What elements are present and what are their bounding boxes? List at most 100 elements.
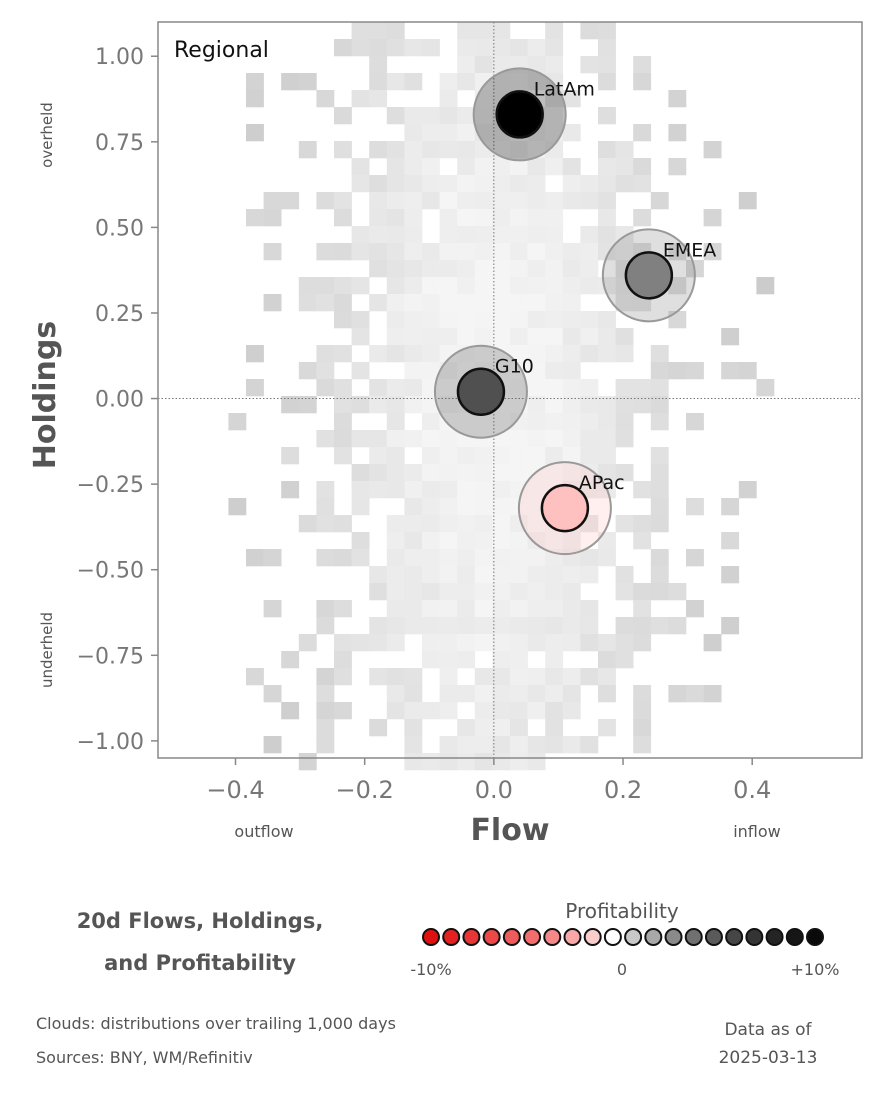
cloud-cell: [633, 73, 652, 91]
cloud-cell: [422, 515, 440, 533]
cloud-cell: [598, 634, 616, 652]
cloud-cell: [562, 430, 581, 448]
cloud-cell: [721, 617, 740, 635]
cloud-cell: [351, 396, 370, 414]
cloud-cell: [615, 294, 634, 312]
cloud-cell: [404, 73, 423, 91]
footer-as-of-date: 2025-03-13: [718, 1048, 818, 1068]
cloud-cell: [422, 702, 440, 720]
cloud-cell: [650, 515, 669, 533]
cloud-cell: [334, 39, 352, 57]
cloud-cell: [527, 362, 546, 380]
cloud-cell: [316, 515, 335, 533]
cloud-cell: [404, 192, 423, 210]
cloud-cell: [580, 617, 599, 635]
legend-tick-label: +10%: [791, 960, 840, 979]
cloud-cell: [263, 243, 282, 261]
cloud-cell: [316, 90, 335, 108]
cloud-cell: [686, 498, 704, 516]
cloud-cell: [422, 600, 440, 618]
cloud-cell: [386, 583, 405, 601]
cloud-cell: [510, 668, 528, 686]
cloud-cell: [580, 379, 599, 397]
cloud-cell: [721, 498, 740, 516]
cloud-cell: [316, 668, 335, 686]
cloud-cell: [492, 294, 511, 312]
cloud-cell: [527, 345, 546, 363]
cloud-cell: [650, 345, 669, 363]
cloud-cell: [457, 413, 476, 431]
cloud-cell: [527, 736, 546, 754]
x-tick-label: 0.0: [475, 776, 513, 804]
y-tick-label: −0.75: [77, 644, 144, 669]
cloud-cell: [386, 617, 405, 635]
cloud-cell: [598, 158, 616, 176]
cloud-cell: [474, 515, 493, 533]
cloud-cell: [404, 464, 423, 482]
cloud-cell: [298, 515, 317, 533]
cloud-cell: [598, 209, 616, 227]
cloud-cell: [510, 413, 528, 431]
cloud-cell: [545, 243, 564, 261]
cloud-cell: [721, 532, 740, 550]
cloud-cell: [668, 90, 687, 108]
cloud-cell: [474, 685, 493, 703]
cloud-cell: [298, 362, 317, 380]
cloud-cell: [457, 617, 476, 635]
cloud-cell: [369, 90, 388, 108]
cloud-cell: [298, 73, 317, 91]
cloud-cell: [545, 447, 564, 465]
cloud-cell: [562, 294, 581, 312]
cloud-cell: [439, 73, 458, 91]
cloud-cell: [545, 634, 564, 652]
cloud-cell: [316, 243, 335, 261]
cloud-cell: [562, 685, 581, 703]
cloud-cell: [369, 73, 388, 91]
cloud-cell: [545, 277, 564, 295]
cloud-cell: [474, 22, 493, 40]
cloud-cell: [351, 243, 370, 261]
y-tick-label: 0.75: [95, 131, 144, 156]
cloud-cell: [527, 600, 546, 618]
cloud-cell: [439, 294, 458, 312]
cloud-cell: [545, 736, 564, 754]
cloud-cell: [457, 311, 476, 329]
cloud-cell: [615, 651, 634, 669]
cloud-cell: [386, 345, 405, 363]
cloud-cell: [439, 413, 458, 431]
cloud-cell: [510, 328, 528, 346]
cloud-cell: [545, 583, 564, 601]
cloud-cell: [580, 430, 599, 448]
cloud-cell: [316, 498, 335, 516]
cloud-cell: [738, 481, 757, 499]
cloud-cell: [369, 447, 388, 465]
cloud-cell: [527, 158, 546, 176]
cloud-cell: [492, 532, 511, 550]
cloud-cell: [650, 617, 669, 635]
cloud-cell: [334, 209, 352, 227]
cloud-cell: [492, 600, 511, 618]
legend-swatch: [502, 928, 521, 946]
cloud-cell: [439, 566, 458, 584]
cloud-cell: [492, 719, 511, 737]
cloud-cell: [492, 617, 511, 635]
cloud-cell: [404, 141, 423, 159]
cloud-cell: [386, 379, 405, 397]
cloud-cell: [686, 600, 704, 618]
cloud-cell: [404, 226, 423, 244]
cloud-cell: [422, 617, 440, 635]
cloud-cell: [422, 634, 440, 652]
x-tick-label: 0.4: [733, 776, 771, 804]
cloud-cell: [422, 447, 440, 465]
cloud-cell: [545, 226, 564, 244]
cloud-cell: [334, 651, 352, 669]
cloud-cell: [474, 617, 493, 635]
cloud-cell: [334, 141, 352, 159]
cloud-cell: [510, 566, 528, 584]
cloud-cell: [351, 175, 370, 193]
cloud-cell: [598, 175, 616, 193]
cloud-cell: [633, 634, 652, 652]
cloud-cell: [351, 328, 370, 346]
cloud-cell: [334, 600, 352, 618]
cloud-cell: [351, 22, 370, 40]
